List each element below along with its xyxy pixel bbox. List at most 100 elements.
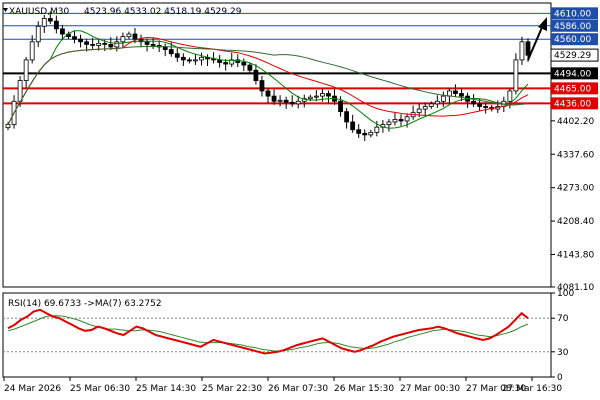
candle-body [29,41,35,61]
candle-body [277,99,283,102]
time-tick-label: 25 Mar 22:30 [202,384,262,394]
rsi-tick-label: 100 [557,289,574,299]
candle-body [5,124,11,129]
rsi-header: RSI(14) 69.6733 ->MA(7) 63.2752 [8,299,162,309]
candle-body [295,100,301,105]
candle-body [186,59,192,62]
candle-body [398,118,404,122]
candle-body [386,121,392,125]
rsi-pane [2,292,552,378]
candle-body [114,41,120,48]
price-pane [2,2,552,288]
candle-body [84,41,90,45]
candle-body [90,43,96,46]
price-tick-label: 4273.00 [557,184,594,194]
candle-body [247,64,253,71]
candle-body [53,20,59,30]
candle-body [180,56,186,61]
price-tick-label: 4143.80 [557,251,594,261]
candle-body [162,46,168,50]
candle-body [47,18,53,22]
candle-body [41,18,47,27]
time-tick-label: 25 Mar 14:30 [136,384,196,394]
candle-body [459,93,464,97]
level-tag [551,33,598,46]
candle-body [132,33,138,40]
price-tick-label: 4081.10 [557,283,594,293]
time-tick-label: 27 Mar 16:30 [502,384,562,394]
candle-body [483,106,489,108]
candle-body [422,106,428,110]
level-label: 4586.00 [554,22,591,32]
candle-body [313,95,319,98]
current-price-tag [550,48,599,62]
candle-body [507,90,513,102]
candle-body [513,59,519,92]
candle-body [307,96,313,100]
candle-body [428,103,434,107]
candle-body [174,53,180,58]
time-tick-label: 24 Mar 2026 [4,384,61,394]
candle-body [23,59,29,81]
candle-body [374,126,380,133]
level-label: 4494.00 [554,69,591,79]
level-tag [551,7,598,20]
header-dropdown-icon[interactable] [3,8,8,12]
candle-body [199,56,204,61]
moving-average-line [7,30,529,129]
rsi-tick-label: 30 [557,348,569,358]
candle-body [471,100,476,105]
moving-average-line [7,46,529,125]
candle-body [126,33,132,38]
price-tick-label: 4208.40 [557,217,594,227]
time-tick-label: 27 Mar 08:30 [466,384,526,394]
candle-body [338,100,343,113]
candle-body [289,101,295,105]
level-label: 4465.00 [554,84,591,94]
time-tick-label: 25 Mar 06:30 [70,384,130,394]
candle-body [404,116,410,122]
time-tick-label: 26 Mar 15:30 [334,384,394,394]
candle-body [265,90,271,97]
candle-body [362,132,368,136]
candle-body [253,69,259,81]
forecast-arrow [527,17,547,61]
price-tick-label: 4337.60 [557,150,594,160]
candle-body [477,103,483,107]
candle-body [434,100,440,105]
candle-body [168,49,174,55]
candle-body [519,41,525,61]
rsi-line [7,308,529,355]
candle-body [108,43,114,48]
level-tag [551,82,598,95]
symbol-header: XAUUSD,M30 [9,7,69,17]
candle-body [35,25,41,43]
candle-body [392,118,398,123]
level-label: 4436.00 [554,99,591,109]
candle-body [193,59,198,62]
level-label: 4560.00 [554,35,591,45]
level-label: 4610.00 [554,9,591,19]
time-tick-label: 27 Mar 00:30 [400,384,460,394]
candle-body [17,80,23,102]
candle-body [356,129,362,134]
candle-body [326,93,331,97]
candle-body [223,62,229,65]
price-tick-label: 4402.20 [557,117,594,127]
rsi-tick-label: 70 [557,314,569,324]
ohlc-header: 4523.96 4533.02 4518.19 4529.29 [84,7,242,17]
candle-body [78,38,83,43]
candle-body [150,43,156,46]
current-price-label: 4529.29 [554,51,591,61]
level-tag [551,97,598,110]
candle-body [72,36,77,40]
candle-body [368,131,374,136]
candle-body [271,95,277,102]
candle-body [259,80,265,92]
candle-body [320,93,325,97]
candle-body [60,28,65,35]
candle-body [102,42,108,45]
time-tick-label: 26 Mar 07:30 [268,384,328,394]
candle-body [241,62,247,66]
